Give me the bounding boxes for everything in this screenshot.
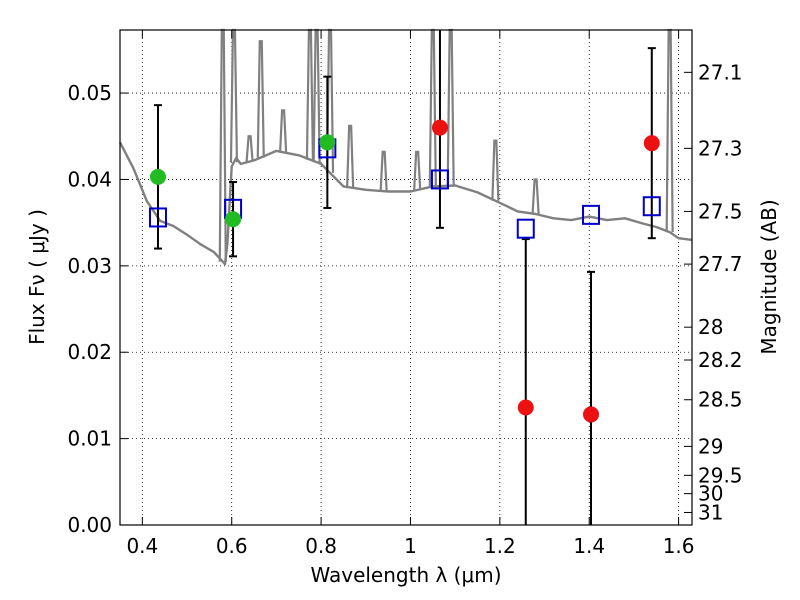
observed-points <box>149 119 660 423</box>
x-tick-label: 1.6 <box>663 534 695 558</box>
right-tick-label: 27.1 <box>698 60 743 84</box>
y-tick-label: 0.02 <box>67 340 112 364</box>
right-tick-label: 28.5 <box>698 388 743 412</box>
data-point <box>583 406 600 423</box>
model-square <box>516 218 535 239</box>
data-point <box>319 134 336 151</box>
emission-line <box>245 135 254 162</box>
emission-line <box>379 150 388 192</box>
right-axis-label: Magnitude (AB) <box>757 199 781 354</box>
right-tick-label: 27.7 <box>698 252 743 276</box>
y-tick-label: 0.00 <box>67 513 112 537</box>
right-tick-label: 27.5 <box>698 199 743 223</box>
model-square <box>642 196 661 217</box>
model-squares <box>148 138 661 239</box>
model-square <box>430 169 449 190</box>
data-point <box>517 399 534 416</box>
y-tick-label: 0.01 <box>67 427 112 451</box>
right-tick-label: 30 <box>698 482 723 506</box>
x-tick-label: 1.4 <box>573 534 605 558</box>
right-tick-label: 28.2 <box>698 348 743 372</box>
data-point <box>431 119 448 136</box>
right-tick-label: 31 <box>698 500 723 524</box>
data-point <box>149 168 166 185</box>
x-ticks: 0.4 0.6 0.8 1 1.2 1.4 1.6 <box>126 30 695 558</box>
x-tick-label: 1.2 <box>484 534 516 558</box>
y-tick-label: 0.05 <box>67 81 112 105</box>
plot-frame <box>119 29 693 526</box>
y-tick-label: 0.04 <box>67 167 112 191</box>
emission-line <box>491 139 500 201</box>
emission-line <box>279 109 288 153</box>
x-tick-label: 0.8 <box>305 534 337 558</box>
x-axis-label: Wavelength λ (μm) <box>310 563 501 587</box>
emission-line <box>531 178 540 215</box>
x-tick-label: 1 <box>404 534 417 558</box>
right-tick-label: 27.3 <box>698 136 743 160</box>
emission-line <box>413 150 422 191</box>
y-ticks: 0.00 0.01 0.02 0.03 0.04 0.05 <box>67 81 128 537</box>
emission-line <box>346 124 355 188</box>
model-square <box>582 204 601 225</box>
x-tick-label: 0.6 <box>216 534 248 558</box>
x-tick-label: 0.4 <box>126 534 158 558</box>
y-tick-label: 0.03 <box>67 254 112 278</box>
right-tick-label: 29 <box>698 434 723 458</box>
template-line <box>118 141 693 266</box>
data-point <box>643 135 660 152</box>
right-tick-label: 29.5 <box>698 463 743 487</box>
right-tick-label: 28 <box>698 315 723 339</box>
model-square <box>148 207 167 228</box>
plot-background <box>120 30 692 525</box>
emission-line <box>256 40 265 158</box>
data-point <box>225 211 242 228</box>
y-axis-label: Flux Fν ( μJy ) <box>25 209 49 345</box>
